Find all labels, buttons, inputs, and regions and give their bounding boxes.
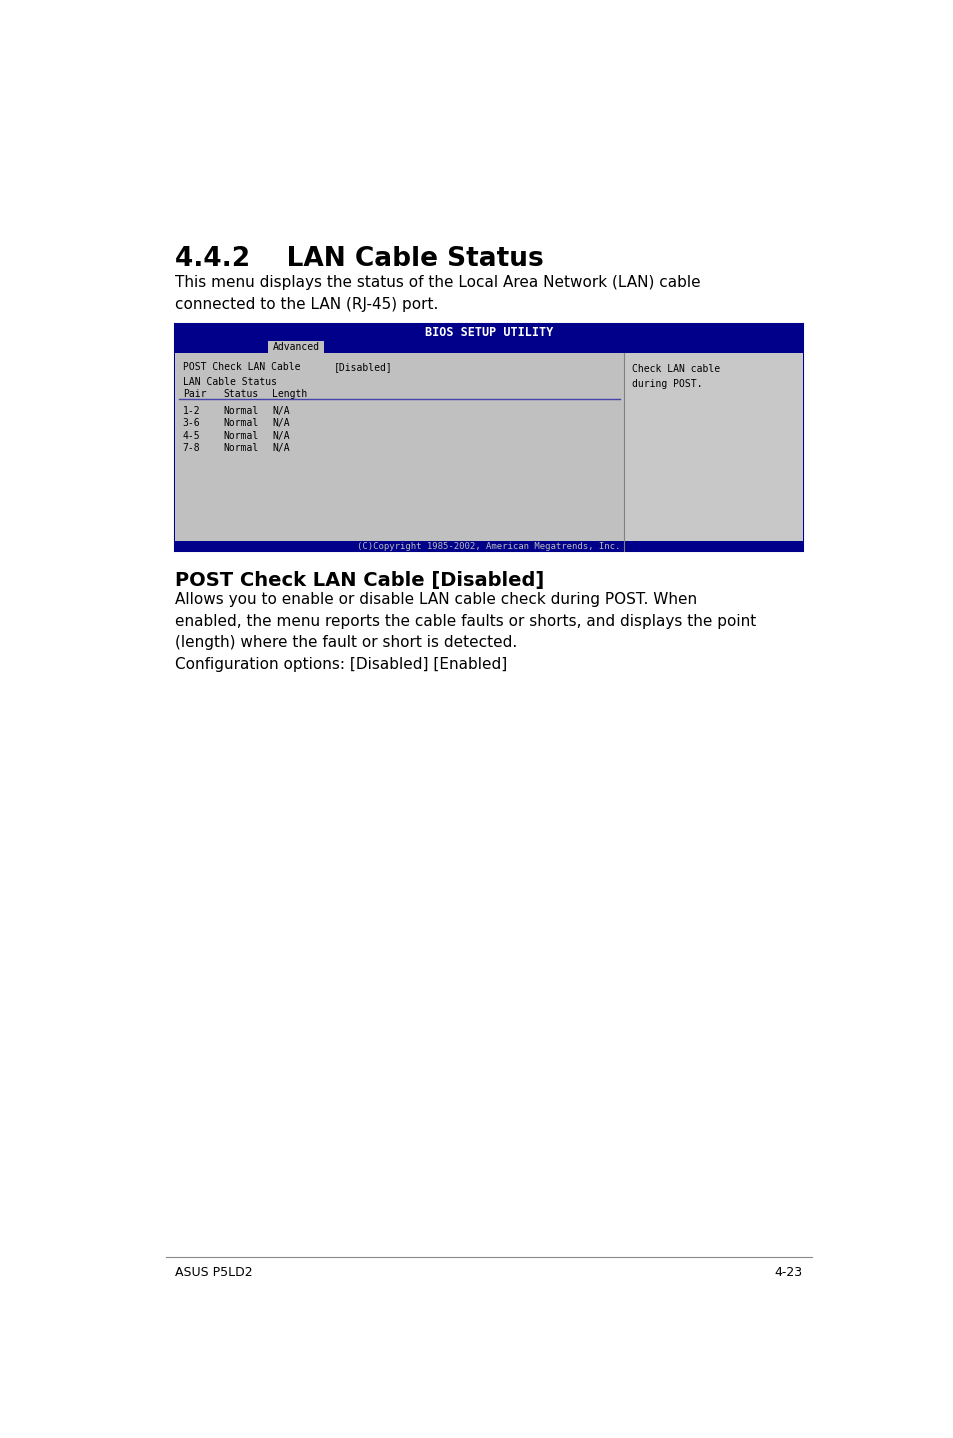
Text: POST Check LAN Cable: POST Check LAN Cable [183, 362, 300, 372]
Text: Normal: Normal [223, 443, 258, 453]
Text: 4.4.2    LAN Cable Status: 4.4.2 LAN Cable Status [174, 246, 543, 272]
Text: 7-8: 7-8 [183, 443, 200, 453]
Text: Status: Status [223, 388, 258, 398]
Text: Check LAN cable
during POST.: Check LAN cable during POST. [631, 364, 719, 390]
Text: 3-6: 3-6 [183, 418, 200, 429]
Text: Length: Length [272, 388, 307, 398]
Text: N/A: N/A [272, 430, 290, 440]
Bar [174, 324, 802, 551]
Text: Pair: Pair [183, 388, 206, 398]
Text: Advanced: Advanced [273, 342, 319, 352]
Text: Normal: Normal [223, 430, 258, 440]
Text: POST Check LAN Cable [Disabled]: POST Check LAN Cable [Disabled] [174, 571, 544, 590]
Bar [268, 341, 323, 352]
Text: LAN Cable Status: LAN Cable Status [183, 377, 276, 387]
Text: This menu displays the status of the Local Area Network (LAN) cable
connected to: This menu displays the status of the Loc… [174, 275, 700, 312]
Text: 1-2: 1-2 [183, 406, 200, 416]
Text: ASUS P5LD2: ASUS P5LD2 [174, 1265, 253, 1278]
Text: BIOS SETUP UTILITY: BIOS SETUP UTILITY [424, 326, 553, 339]
Bar [174, 541, 802, 551]
Text: Allows you to enable or disable LAN cable check during POST. When
enabled, the m: Allows you to enable or disable LAN cabl… [174, 592, 756, 672]
Text: N/A: N/A [272, 418, 290, 429]
Text: Normal: Normal [223, 406, 258, 416]
Text: (C)Copyright 1985-2002, American Megatrends, Inc.: (C)Copyright 1985-2002, American Megatre… [356, 542, 620, 551]
Text: [Disabled]: [Disabled] [334, 362, 393, 372]
Bar [623, 352, 802, 551]
Bar [174, 352, 623, 551]
Text: N/A: N/A [272, 406, 290, 416]
Text: N/A: N/A [272, 443, 290, 453]
Text: Normal: Normal [223, 418, 258, 429]
Text: 4-23: 4-23 [774, 1265, 802, 1278]
Text: 4-5: 4-5 [183, 430, 200, 440]
